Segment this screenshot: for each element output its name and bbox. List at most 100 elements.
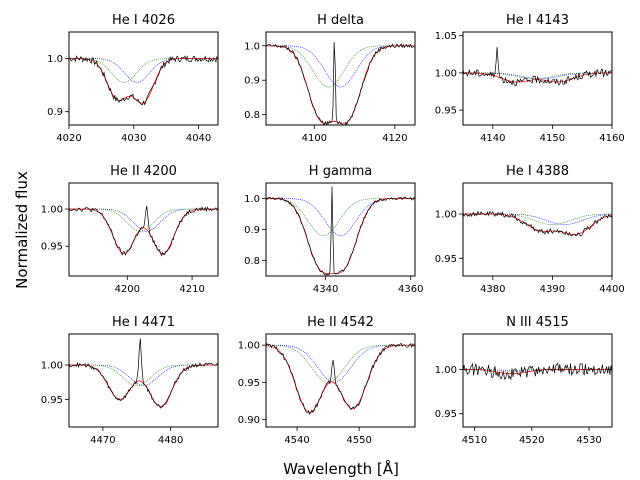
y-tick-label: 0.8 <box>244 256 260 267</box>
y-tick-label: 1.00 <box>238 341 260 352</box>
x-axis-label: Wavelength [Å] <box>283 459 399 478</box>
model-series <box>266 198 415 275</box>
y-axis-label: Normalized flux <box>13 171 31 289</box>
panel-title: H gamma <box>309 164 372 179</box>
observed-series <box>463 46 612 86</box>
x-tick-label: 4020 <box>56 133 81 144</box>
observed-series <box>463 210 612 237</box>
x-tick-label: 4540 <box>284 435 309 446</box>
component-2-series <box>463 213 612 225</box>
x-tick-label: 4360 <box>398 284 423 295</box>
panel-5: He I 4388 4380 4390 4400 0.95 1.00 <box>435 164 625 295</box>
x-tick-label: 4140 <box>480 133 505 144</box>
x-tick-label: 4550 <box>346 435 371 446</box>
panel-title: He II 4200 <box>110 164 177 179</box>
x-tick-label: 4390 <box>540 284 565 295</box>
panel-3: He II 4200 4200 4210 0.95 1.00 <box>41 164 219 295</box>
x-tick-label: 4380 <box>480 284 505 295</box>
panel-title: He I 4143 <box>506 13 569 28</box>
x-tick-label: 4210 <box>179 284 204 295</box>
y-tick-label: 1.0 <box>47 54 63 65</box>
y-tick-label: 1.0 <box>244 41 260 52</box>
axes-frame <box>462 333 613 428</box>
x-tick-label: 4480 <box>158 435 183 446</box>
panel-title: He I 4388 <box>506 164 569 179</box>
panel-3-data <box>69 205 218 257</box>
component-1-series <box>463 213 612 225</box>
panel-7-data <box>266 342 415 416</box>
y-tick-label: 0.90 <box>238 415 260 426</box>
panel-4-data <box>266 186 415 276</box>
panel-0-data <box>69 55 218 106</box>
y-tick-label: 1.05 <box>435 31 457 42</box>
component-1-series <box>266 45 415 88</box>
model-series <box>463 213 612 235</box>
x-tick-label: 4520 <box>519 435 544 446</box>
observed-series <box>69 55 218 106</box>
panel-4: H gamma 4340 4360 0.8 0.9 1.0 <box>244 164 423 295</box>
panel-1-data <box>266 42 415 125</box>
axes-frame <box>462 182 613 277</box>
component-2-series <box>69 208 218 232</box>
panel-1: H delta 4100 4120 0.8 0.9 1.0 <box>244 13 416 144</box>
component-1-series <box>266 198 415 237</box>
x-tick-label: 4400 <box>599 284 624 295</box>
y-tick-label: 1.00 <box>435 365 457 376</box>
x-tick-label: 4470 <box>90 435 115 446</box>
axes-frame <box>68 333 219 428</box>
panel-title: N III 4515 <box>506 315 569 330</box>
y-tick-label: 0.8 <box>244 110 260 121</box>
y-tick-label: 1.0 <box>244 194 260 205</box>
axes-frame <box>68 182 219 277</box>
panel-title: He I 4471 <box>112 315 175 330</box>
y-tick-label: 0.95 <box>41 395 63 406</box>
model-series <box>69 208 218 255</box>
y-tick-label: 1.00 <box>435 68 457 79</box>
observed-series <box>266 186 415 276</box>
x-tick-label: 4160 <box>599 133 624 144</box>
x-tick-label: 4120 <box>382 133 407 144</box>
x-tick-label: 4030 <box>121 133 146 144</box>
y-tick-label: 0.9 <box>244 76 260 87</box>
x-tick-label: 4510 <box>462 435 487 446</box>
y-tick-label: 0.95 <box>238 378 260 389</box>
observed-series <box>69 205 218 257</box>
y-tick-label: 0.95 <box>435 106 457 117</box>
x-tick-label: 4100 <box>302 133 327 144</box>
observed-series <box>69 338 218 409</box>
model-series <box>266 45 415 124</box>
panel-title: He II 4542 <box>307 315 374 330</box>
panel-6-data <box>69 338 218 409</box>
panel-title: H delta <box>317 13 364 28</box>
y-tick-label: 0.95 <box>41 242 63 253</box>
panel-title: He I 4026 <box>112 13 175 28</box>
y-tick-label: 0.95 <box>435 409 457 420</box>
x-tick-label: 4530 <box>576 435 601 446</box>
component-2-series <box>266 45 415 88</box>
axes-frame <box>462 31 613 126</box>
axes-frame <box>68 31 219 126</box>
y-tick-label: 1.00 <box>435 210 457 221</box>
panel-8-data <box>463 362 612 380</box>
x-tick-label: 4150 <box>540 133 565 144</box>
panel-0: He I 4026 4020 4030 4040 0.9 1.0 <box>47 13 219 144</box>
axes-frame <box>265 333 416 428</box>
x-tick-label: 4040 <box>186 133 211 144</box>
observed-series <box>266 342 415 416</box>
x-tick-label: 4200 <box>115 284 140 295</box>
component-2-series <box>69 364 218 387</box>
x-tick-label: 4340 <box>313 284 338 295</box>
axes-frame <box>265 31 416 126</box>
component-2-series <box>266 344 415 383</box>
panel-5-data <box>463 210 612 237</box>
panel-6: He I 4471 4470 4480 0.95 1.00 <box>41 315 219 446</box>
observed-series <box>463 362 612 380</box>
subplot-grid: He I 4026 4020 4030 4040 0.9 1.0 H delta 4100 41… <box>41 13 625 446</box>
model-series <box>266 344 415 413</box>
panel-2-data <box>463 46 612 86</box>
axes-frame <box>265 182 416 277</box>
component-2-series <box>266 198 415 237</box>
component-1-series <box>266 344 415 383</box>
y-tick-label: 1.00 <box>41 361 63 372</box>
